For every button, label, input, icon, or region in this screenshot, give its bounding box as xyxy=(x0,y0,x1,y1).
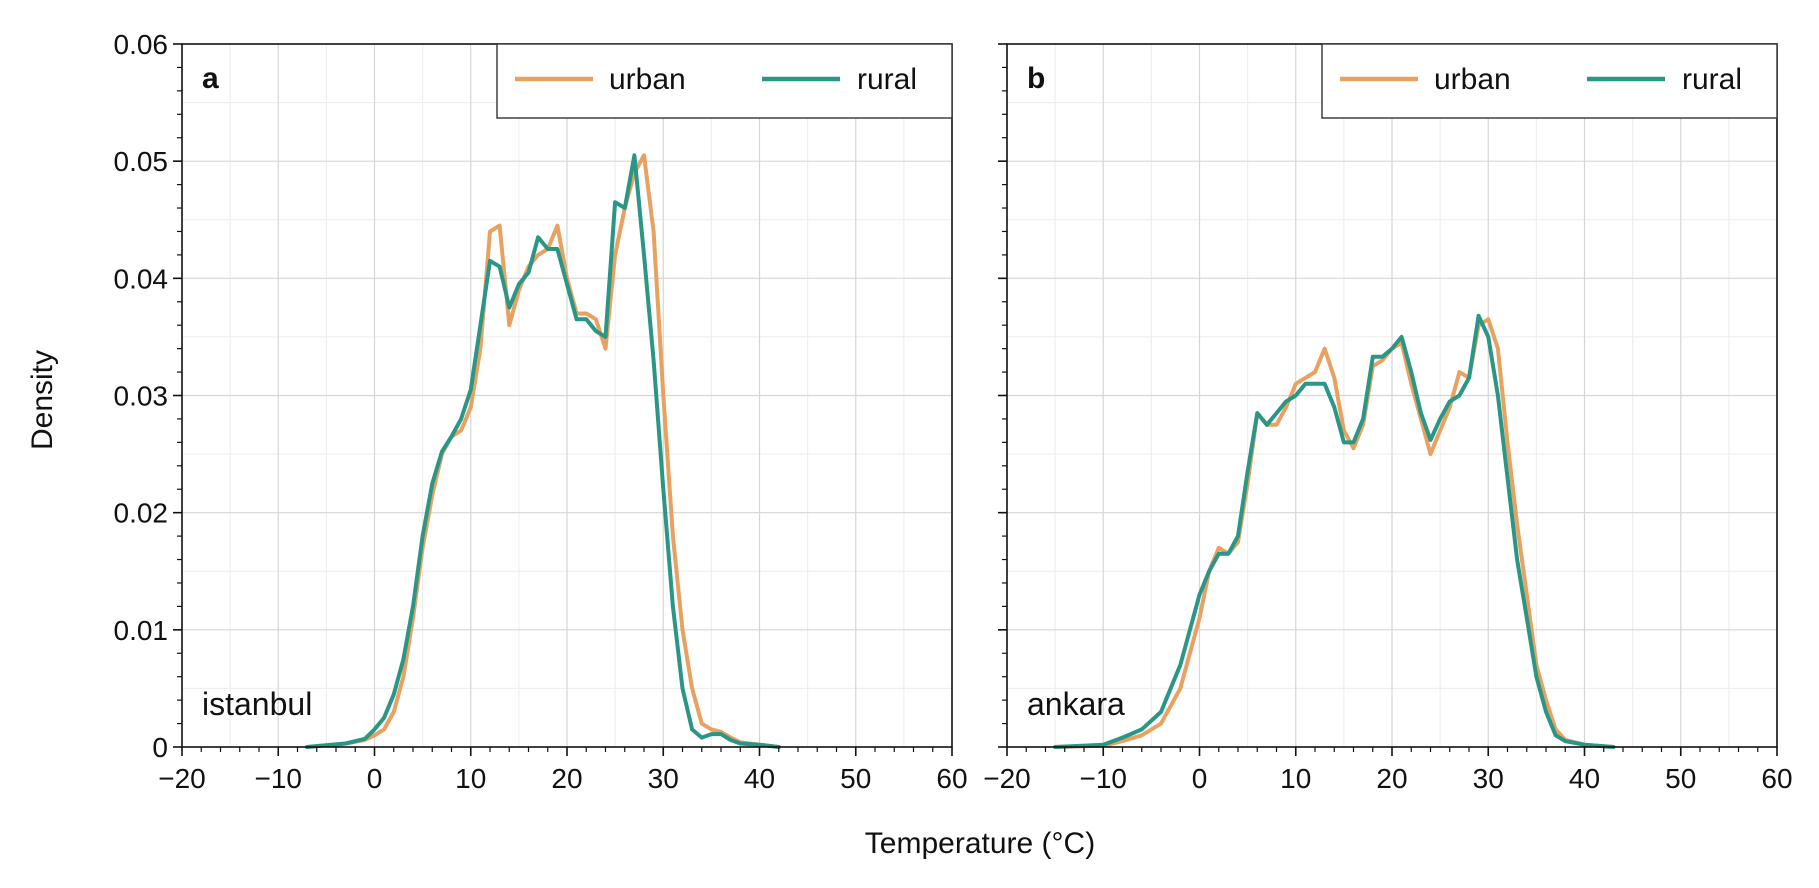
series-line-rural xyxy=(305,153,781,749)
x-tick-label: 50 xyxy=(840,763,871,794)
x-tick-label: 60 xyxy=(936,763,967,794)
legend: urban rural xyxy=(1321,43,1778,119)
x-tick-label: 50 xyxy=(1665,763,1696,794)
city-annotation: ankara xyxy=(1027,686,1125,722)
x-tick-label: 30 xyxy=(648,763,679,794)
legend-label-rural: rural xyxy=(1682,63,1742,96)
x-tick-label: −20 xyxy=(158,763,206,794)
x-tick-label: 0 xyxy=(1192,763,1208,794)
legend-label-urban: urban xyxy=(609,63,686,96)
y-tick-label: 0.06 xyxy=(114,29,169,60)
x-tick-label: 30 xyxy=(1473,763,1504,794)
x-tick-label: 0 xyxy=(367,763,383,794)
x-tick-label: 10 xyxy=(455,763,486,794)
city-annotation: istanbul xyxy=(202,686,312,722)
x-tick-label: 40 xyxy=(744,763,775,794)
y-axis-label: Density xyxy=(26,350,59,450)
x-tick-label: 60 xyxy=(1761,763,1792,794)
x-axis-label: Temperature (°C) xyxy=(865,827,1095,860)
legend: urban rural xyxy=(496,43,953,119)
x-tick-label: −20 xyxy=(983,763,1031,794)
y-tick-label: 0.01 xyxy=(114,615,169,646)
series-line-rural xyxy=(1053,313,1616,749)
y-tick-label: 0.03 xyxy=(114,381,169,412)
y-tick-label: 0.05 xyxy=(114,146,169,177)
x-tick-label: −10 xyxy=(1080,763,1128,794)
y-tick-label: 0.04 xyxy=(114,263,169,294)
series-line-urban xyxy=(1053,317,1616,749)
y-tick-label: 0.02 xyxy=(114,498,169,529)
y-tick-label: 0 xyxy=(152,732,168,763)
panel-label: b xyxy=(1027,62,1045,95)
panel-b: −20 −10 0 10 20 30 40 50 60 b ankara urban rural xyxy=(983,43,1793,794)
x-tick-label: 20 xyxy=(1376,763,1407,794)
x-tick-label: 10 xyxy=(1280,763,1311,794)
panel-a: −20 −10 0 10 20 30 40 50 60 0 0.01 0.02 0.03 0.04 0.05… xyxy=(114,29,968,794)
panel-label: a xyxy=(202,62,219,95)
legend-label-rural: rural xyxy=(857,63,917,96)
legend-label-urban: urban xyxy=(1434,63,1511,96)
x-tick-label: 20 xyxy=(551,763,582,794)
x-tick-label: −10 xyxy=(255,763,303,794)
x-tick-label: 40 xyxy=(1569,763,1600,794)
